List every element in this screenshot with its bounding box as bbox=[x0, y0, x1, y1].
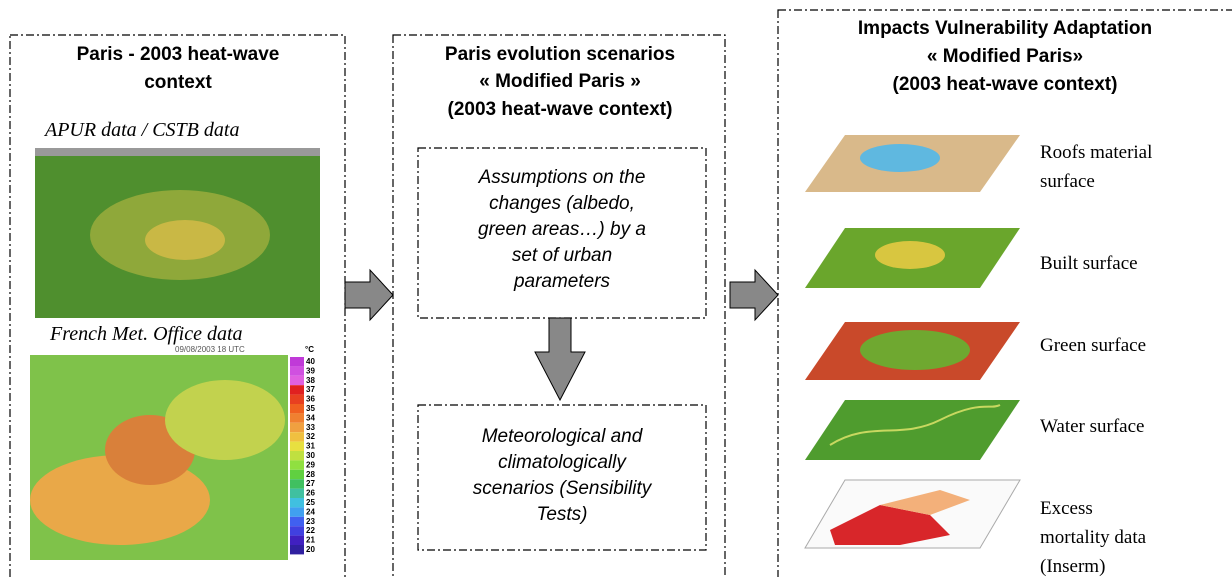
panel-title: Impacts Vulnerability Adaptation bbox=[858, 18, 1152, 39]
colorbar-label: 38 bbox=[306, 376, 315, 385]
map-center bbox=[145, 220, 225, 260]
colorbar-label: 20 bbox=[306, 545, 315, 554]
panel-title: context bbox=[144, 72, 212, 93]
source-label: French Met. Office data bbox=[49, 323, 243, 345]
colorbar-label: 28 bbox=[306, 470, 315, 479]
colorbar-label: 22 bbox=[306, 526, 315, 535]
layer-label: Roofs material bbox=[1040, 142, 1152, 163]
panel-title: Paris evolution scenarios bbox=[445, 44, 675, 65]
colorbar-cell bbox=[290, 536, 304, 545]
layer-green-detail bbox=[860, 330, 970, 370]
colorbar-cell bbox=[290, 395, 304, 404]
map-header bbox=[35, 148, 320, 156]
layer-label: (Inserm) bbox=[1040, 556, 1105, 577]
layer-label: Built surface bbox=[1040, 253, 1138, 274]
panel-title: (2003 heat-wave context) bbox=[448, 99, 673, 120]
colorbar-label: 32 bbox=[306, 432, 315, 441]
layer-label: mortality data bbox=[1040, 527, 1147, 548]
box-text: climatologically bbox=[498, 452, 627, 473]
diagram: Paris - 2003 heat-wave context APUR data… bbox=[0, 0, 1232, 577]
source-label: APUR data / CSTB data bbox=[43, 119, 239, 141]
colorbar-label: 33 bbox=[306, 423, 315, 432]
colorbar-label: 36 bbox=[306, 395, 315, 404]
layer-label: Water surface bbox=[1040, 416, 1144, 437]
colorbar-label: 24 bbox=[306, 507, 315, 516]
box-text: set of urban bbox=[512, 245, 612, 266]
colorbar-label: 29 bbox=[306, 460, 315, 469]
box-text: Meteorological and bbox=[482, 426, 644, 447]
box-text: scenarios (Sensibility bbox=[473, 478, 653, 499]
colorbar-cell bbox=[290, 470, 304, 479]
box-text: Tests) bbox=[536, 504, 587, 525]
box-text: Assumptions on the bbox=[478, 167, 646, 188]
colorbar-label: 27 bbox=[306, 479, 315, 488]
colorbar-label: 34 bbox=[306, 413, 315, 422]
colorbar-cell bbox=[290, 432, 304, 441]
box-text: green areas…) by a bbox=[478, 219, 646, 240]
panel-title: « Modified Paris» bbox=[927, 46, 1083, 67]
colorbar-cell bbox=[290, 460, 304, 469]
colorbar-label: 25 bbox=[306, 498, 315, 507]
panel-title: (2003 heat-wave context) bbox=[893, 74, 1118, 95]
colorbar-label: 35 bbox=[306, 404, 315, 413]
colorbar-label: 39 bbox=[306, 366, 315, 375]
layer-roofs-detail bbox=[860, 144, 940, 172]
layer-water bbox=[805, 400, 1020, 460]
arrow-right bbox=[345, 270, 393, 320]
colorbar-cell bbox=[290, 385, 304, 394]
colorbar-cell bbox=[290, 517, 304, 526]
colorbar-cell bbox=[290, 451, 304, 460]
colorbar-cell bbox=[290, 442, 304, 451]
colorbar-cell bbox=[290, 489, 304, 498]
colorbar-cell bbox=[290, 413, 304, 422]
colorbar-label: 40 bbox=[306, 357, 315, 366]
layer-label: surface bbox=[1040, 171, 1095, 192]
colorbar-cell bbox=[290, 357, 304, 366]
box-text: parameters bbox=[513, 271, 611, 292]
layer-label: Excess bbox=[1040, 498, 1093, 519]
colorbar-label: 30 bbox=[306, 451, 315, 460]
colorbar-unit: °C bbox=[305, 345, 314, 354]
layer-built-detail bbox=[875, 241, 945, 269]
colorbar-cell bbox=[290, 526, 304, 535]
colorbar-cell bbox=[290, 498, 304, 507]
map-date: 09/08/2003 18 UTC bbox=[175, 345, 245, 354]
box-text: changes (albedo, bbox=[489, 193, 635, 214]
colorbar-cell bbox=[290, 404, 304, 413]
arrow-right bbox=[730, 270, 778, 320]
colorbar-cell bbox=[290, 545, 304, 554]
colorbar-label: 31 bbox=[306, 442, 315, 451]
arrow-down bbox=[535, 318, 585, 400]
colorbar-cell bbox=[290, 507, 304, 516]
colorbar-label: 26 bbox=[306, 489, 315, 498]
colorbar-cell bbox=[290, 479, 304, 488]
colorbar-cell bbox=[290, 376, 304, 385]
layer-label: Green surface bbox=[1040, 335, 1146, 356]
map-mild bbox=[165, 380, 285, 460]
colorbar-label: 21 bbox=[306, 536, 315, 545]
colorbar-label: 37 bbox=[306, 385, 315, 394]
colorbar-label: 23 bbox=[306, 517, 315, 526]
colorbar-cell bbox=[290, 366, 304, 375]
colorbar-cell bbox=[290, 423, 304, 432]
panel-title: Paris - 2003 heat-wave bbox=[77, 44, 280, 65]
panel-title: « Modified Paris » bbox=[479, 71, 641, 92]
